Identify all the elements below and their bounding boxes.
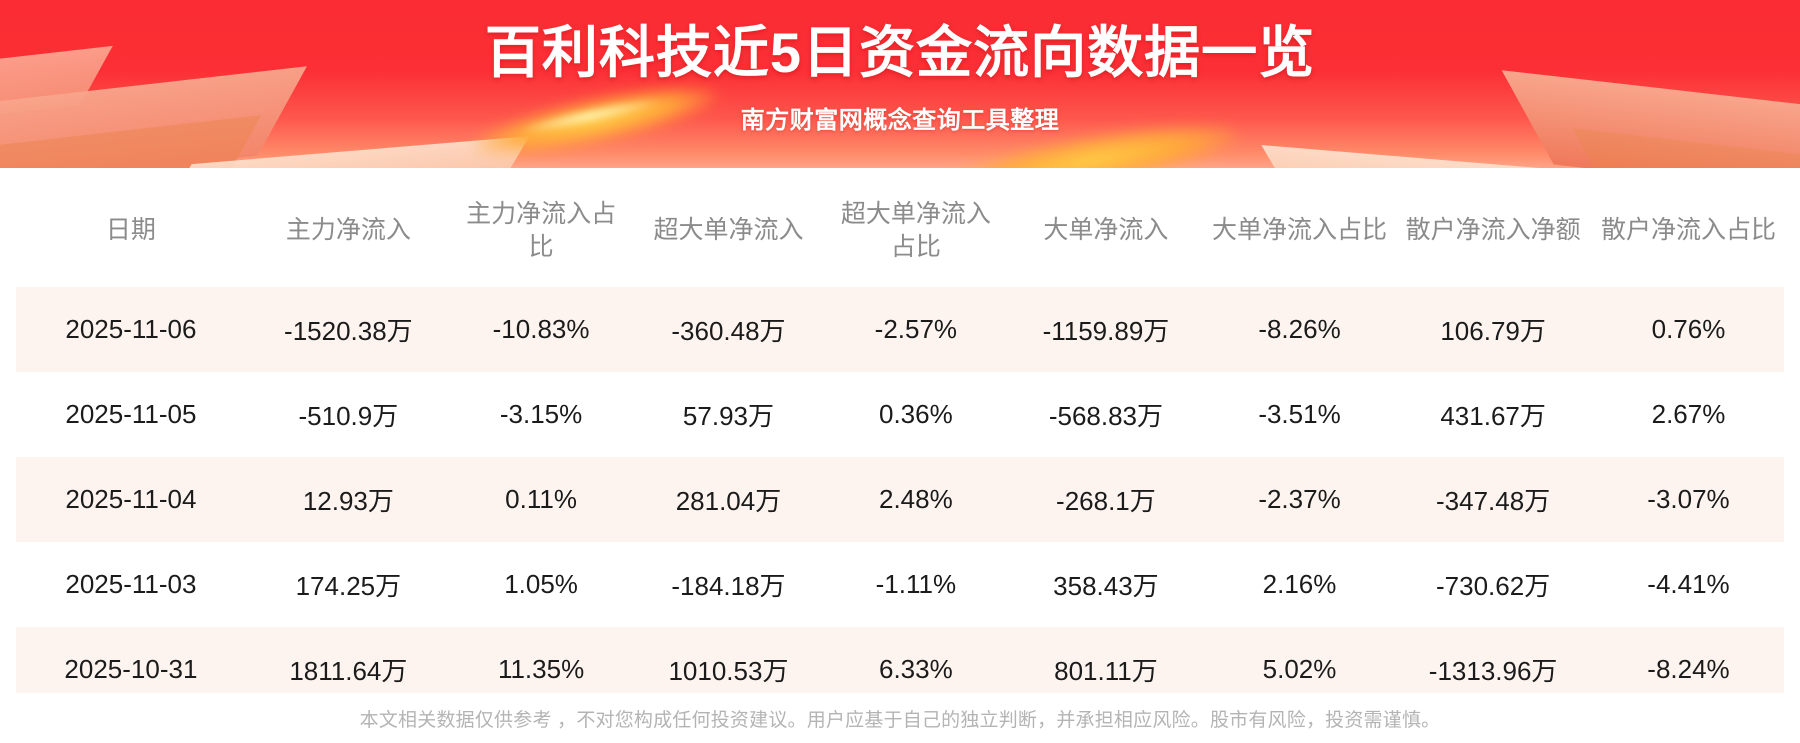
column-header-retail-net: 散户净流入净额 <box>1405 216 1581 245</box>
table-header: 日期 主力净流入 主力净流入占比 超大单净流入 超大单净流入占比 大单净流入 大… <box>16 172 1784 287</box>
cell-main-pct: 0.11% <box>505 484 577 514</box>
cell-main-net: 12.93万 <box>302 486 394 516</box>
cell-main-net: -510.9万 <box>298 401 399 431</box>
cell-lg-net: -268.1万 <box>1056 486 1156 516</box>
table-row: 2025-11-06 -1520.38万 -10.83% -360.48万 -2… <box>16 287 1784 372</box>
page-title: 百利科技近5日资金流向数据一览 <box>484 21 1316 84</box>
cell-date: 2025-11-06 <box>65 314 197 344</box>
cell-lg-net: -568.83万 <box>1048 401 1164 431</box>
column-header-main-net: 主力净流入 <box>285 216 411 245</box>
cell-lg-pct: -2.37% <box>1258 484 1341 514</box>
fund-flow-table-card: 南方财富网 Southmoney.com 日期 主力净流入 主力净流入占比 超大… <box>16 172 1784 712</box>
table-row: 2025-11-03 174.25万 1.05% -184.18万 -1.11%… <box>16 542 1784 627</box>
table-body: 2025-11-06 -1520.38万 -10.83% -360.48万 -2… <box>16 287 1784 712</box>
cell-main-pct: -3.15% <box>499 399 583 429</box>
cell-retail-net: 431.67万 <box>1440 401 1546 431</box>
cell-xl-pct: 6.33% <box>879 654 953 684</box>
cell-date: 2025-10-31 <box>64 654 198 684</box>
page-subtitle: 南方财富网概念查询工具整理 <box>740 107 1060 134</box>
cell-main-net: -1520.38万 <box>284 316 413 346</box>
cell-main-pct: 1.05% <box>504 569 578 599</box>
column-header-large-net: 大单净流入 <box>1043 216 1169 245</box>
cell-retail-pct: -8.24% <box>1647 654 1730 684</box>
cell-main-pct: -10.83% <box>492 314 590 344</box>
cell-date: 2025-11-05 <box>65 399 197 429</box>
cell-main-net: 1811.64万 <box>289 656 408 686</box>
cell-retail-net: -730.62万 <box>1436 571 1551 601</box>
table-row: 2025-11-05 -510.9万 -3.15% 57.93万 0.36% -… <box>16 372 1784 457</box>
cell-lg-net: -1159.89万 <box>1042 316 1170 346</box>
cell-xl-net: 57.93万 <box>682 401 774 431</box>
column-header-superlarge-pct: 超大单净流入占比 <box>840 200 991 261</box>
cell-retail-pct: -3.07% <box>1647 484 1730 514</box>
disclaimer-text: 本文相关数据仅供参考 ，不对您构成任何投资建议。用户应基于自己的独立判断，并承担… <box>359 709 1441 731</box>
cell-lg-pct: 5.02% <box>1262 654 1337 684</box>
cell-retail-net: 106.79万 <box>1440 316 1546 346</box>
table-row: 2025-11-04 12.93万 0.11% 281.04万 2.48% -2… <box>16 457 1784 542</box>
cell-lg-net: 358.43万 <box>1053 571 1159 601</box>
cell-main-pct: 11.35% <box>497 654 585 684</box>
cell-xl-net: 281.04万 <box>675 486 782 516</box>
cell-retail-net: -1313.96万 <box>1428 656 1558 686</box>
cell-lg-pct: -3.51% <box>1258 399 1341 429</box>
cell-xl-net: 1010.53万 <box>668 656 789 686</box>
column-header-main-pct: 主力净流入占比 <box>466 200 617 261</box>
cell-xl-pct: -2.57% <box>874 314 958 344</box>
cell-date: 2025-11-04 <box>65 484 197 514</box>
cell-retail-pct: 0.76% <box>1651 314 1726 344</box>
cell-retail-pct: 2.67% <box>1651 399 1726 429</box>
cell-lg-pct: -8.26% <box>1258 314 1341 344</box>
cell-retail-net: -347.48万 <box>1436 486 1551 516</box>
column-header-large-pct: 大单净流入占比 <box>1212 216 1388 245</box>
cell-xl-pct: -1.11% <box>875 569 957 599</box>
cell-xl-pct: 2.48% <box>879 484 953 514</box>
cell-lg-net: 801.11万 <box>1054 656 1158 686</box>
page-header-banner: 百利科技近5日资金流向数据一览 南方财富网概念查询工具整理 <box>0 0 1800 168</box>
decorative-arrow-left-4 <box>150 136 530 168</box>
cell-xl-pct: 0.36% <box>879 399 953 429</box>
fund-flow-table: 日期 主力净流入 主力净流入占比 超大单净流入 超大单净流入占比 大单净流入 大… <box>16 172 1784 712</box>
cell-lg-pct: 2.16% <box>1262 569 1337 599</box>
decorative-arrow-right-3 <box>1261 145 1619 168</box>
cell-xl-net: -184.18万 <box>671 571 786 601</box>
cell-retail-pct: -4.41% <box>1647 569 1730 599</box>
footer: 本文相关数据仅供参考 ，不对您构成任何投资建议。用户应基于自己的独立判断，并承担… <box>0 693 1800 743</box>
cell-xl-net: -360.48万 <box>671 316 786 346</box>
column-header-retail-pct: 散户净流入占比 <box>1600 216 1776 245</box>
column-header-date: 日期 <box>105 216 156 245</box>
cell-date: 2025-11-03 <box>65 569 197 599</box>
column-header-superlarge-net: 超大单净流入 <box>653 216 804 245</box>
table-header-row: 日期 主力净流入 主力净流入占比 超大单净流入 超大单净流入占比 大单净流入 大… <box>16 172 1784 287</box>
cell-main-net: 174.25万 <box>295 571 402 601</box>
